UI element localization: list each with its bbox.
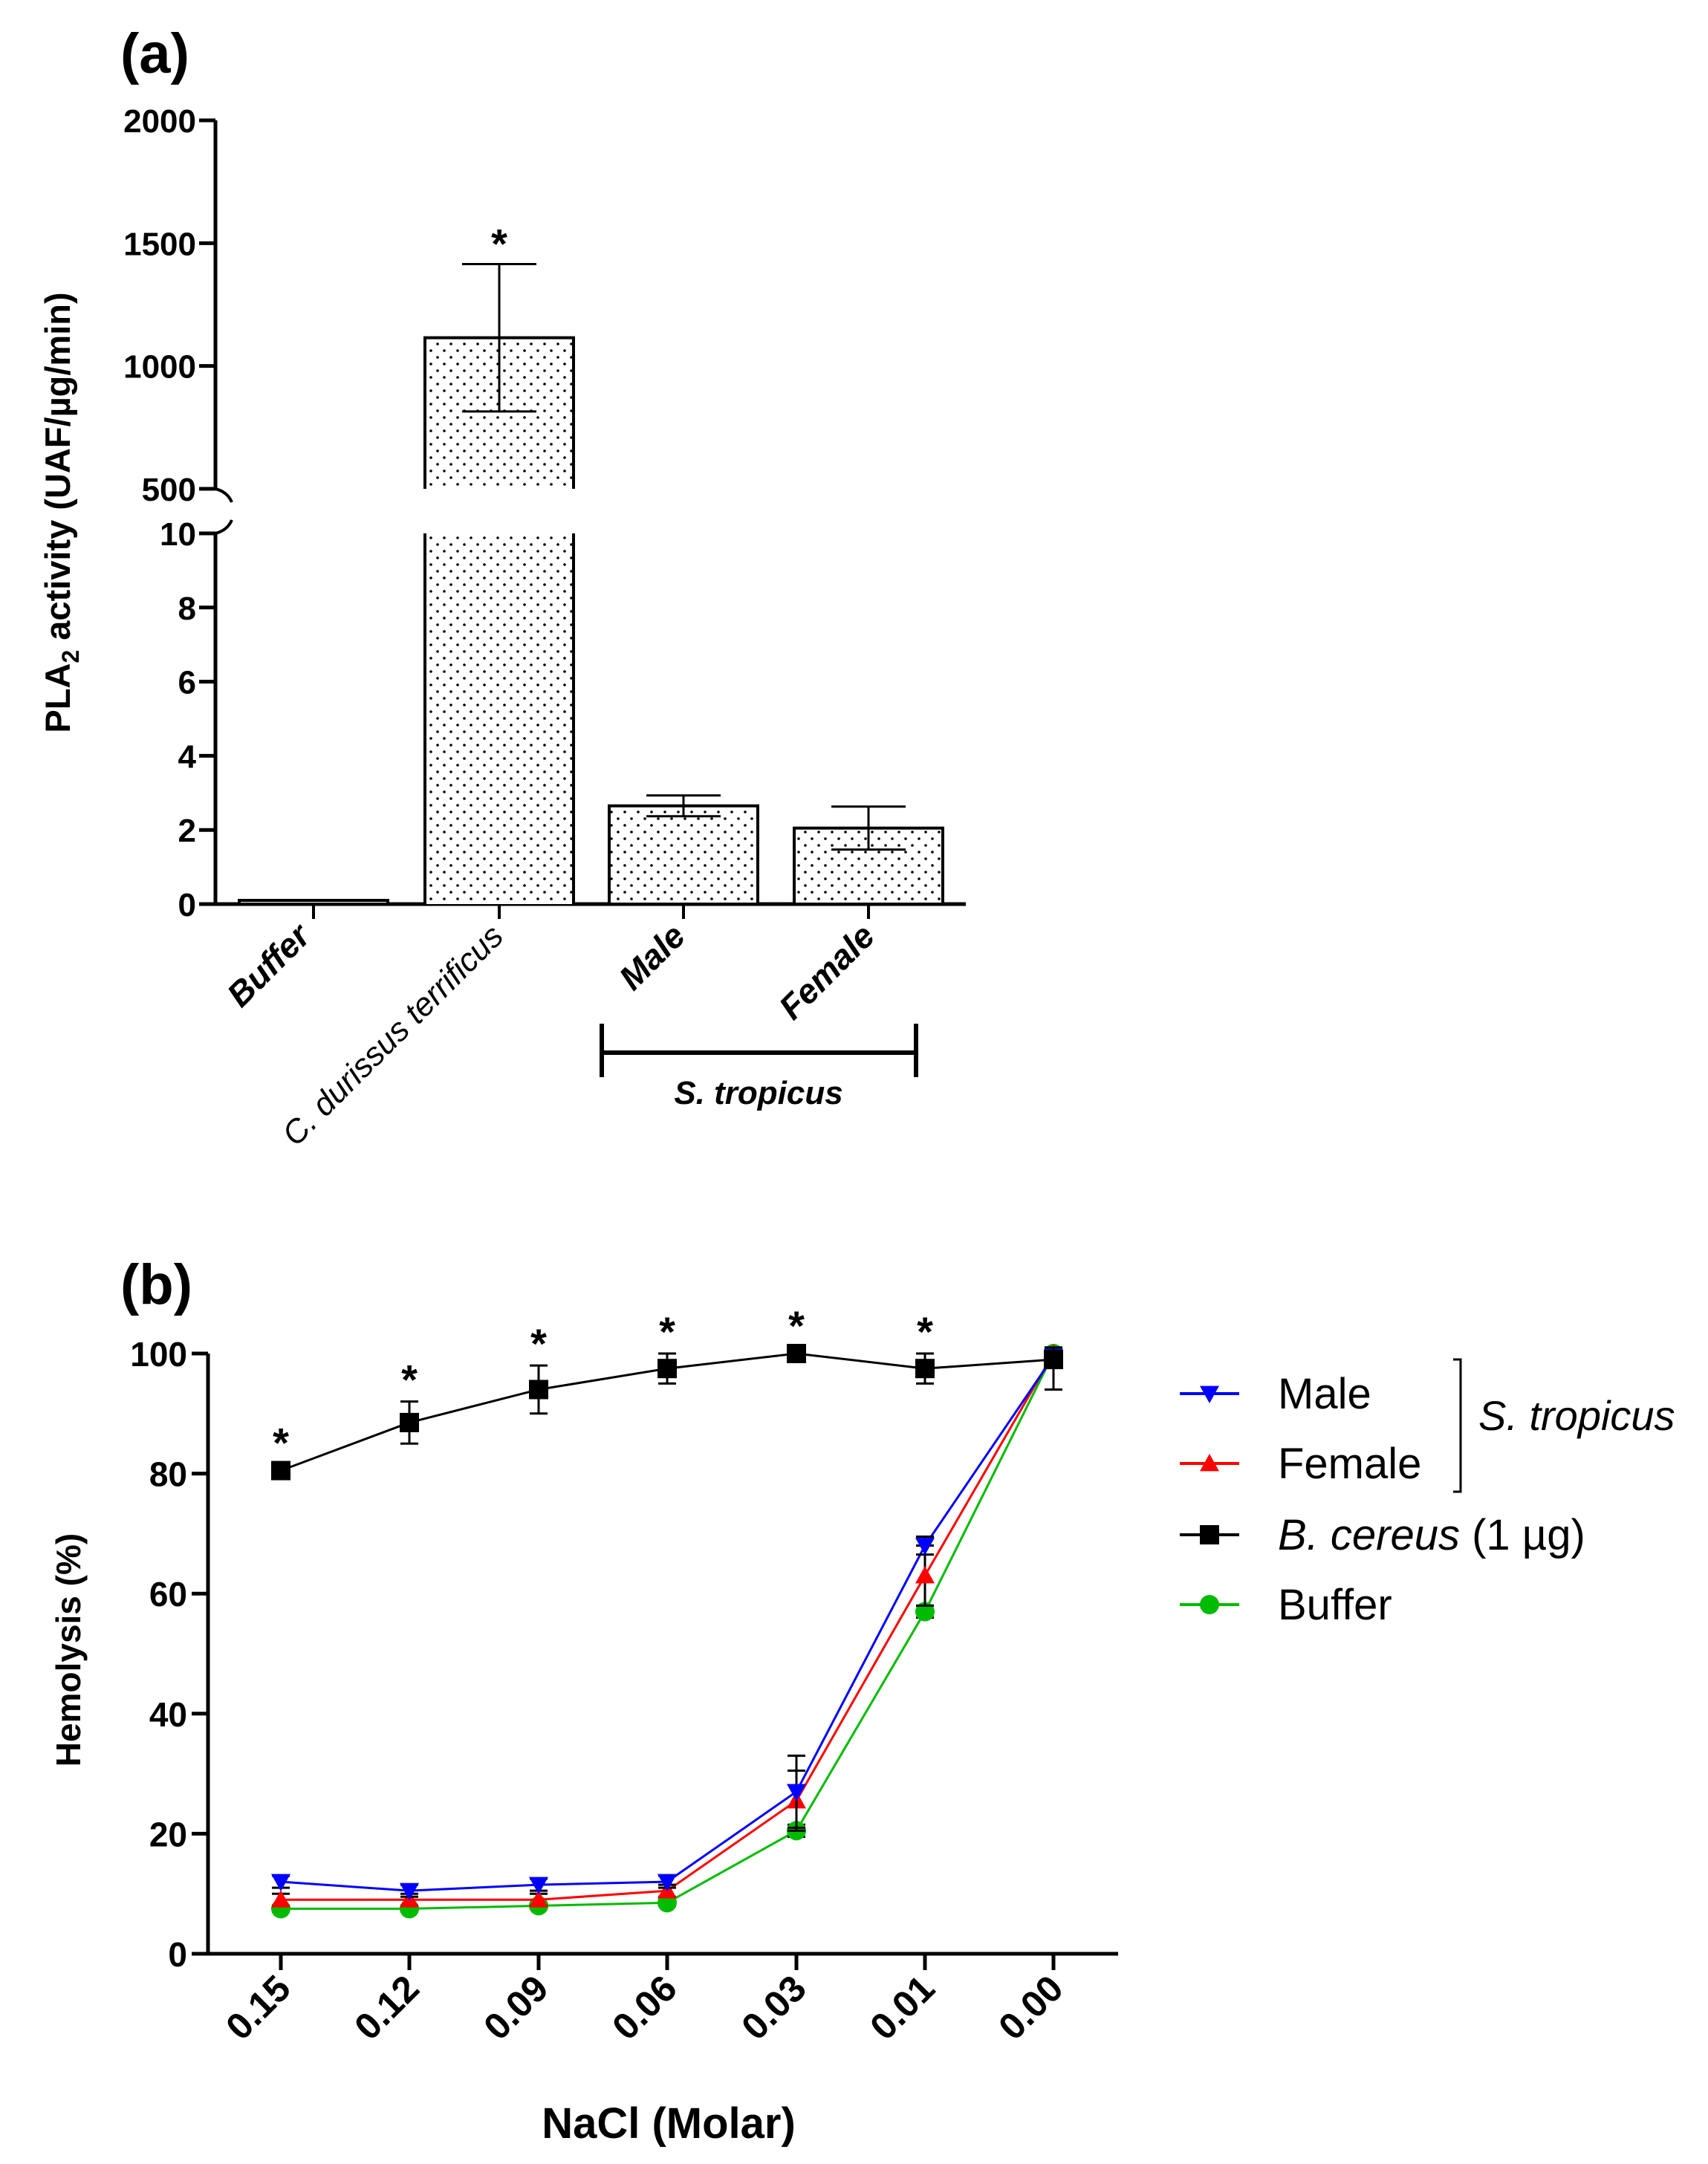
significance-star: *: [491, 220, 507, 267]
legend-label: Buffer: [1278, 1581, 1392, 1629]
x-tick-label: 0.00: [990, 1967, 1071, 2047]
panel-a-label: (a): [120, 22, 189, 85]
y-tick-label: 8: [178, 591, 196, 627]
legend-label-name: Female: [1278, 1440, 1421, 1488]
y-axis-title-subscript: 2: [57, 650, 84, 663]
marker-triangle-down: [271, 1874, 290, 1892]
series-line: [280, 1356, 1055, 1892]
y-tick-label: 0: [178, 887, 196, 923]
y-tick-label: 1500: [123, 226, 196, 262]
significance-star: *: [530, 1320, 547, 1367]
marker-triangle-down: [1200, 1385, 1219, 1403]
group-label: S. tropicus: [674, 1075, 842, 1111]
bar: [608, 804, 759, 906]
significance-marks: * * * * * *: [273, 1302, 933, 1466]
panel-b: (b) Hemolysis (%) NaCl (Molar) 0 20 40 60 80…: [49, 1253, 1675, 2148]
panel-a-y-axis-title: PLA2 activity (UAF/µg/min): [38, 292, 84, 732]
y-tick-label: 20: [149, 1815, 187, 1853]
significance-star: *: [273, 1419, 289, 1466]
panel-a: (a) PLA2 activity (UAF/µg/min) 500100015…: [38, 22, 966, 1153]
upper-y-ticks: 500 1000 1500 2000: [123, 103, 215, 508]
marker-triangle-down: [915, 1538, 935, 1556]
panel-b-label: (b): [120, 1253, 192, 1316]
y-tick-label: 0: [168, 1935, 187, 1974]
bar: [238, 899, 389, 906]
marker-square: [787, 1344, 806, 1363]
significance-star: *: [401, 1356, 418, 1403]
y-tick-label: 2: [178, 813, 196, 849]
marker-square: [529, 1380, 548, 1400]
series-female: [271, 1344, 1063, 1908]
y-tick-label: 6: [178, 665, 196, 701]
y-axis-title-main: PLA: [38, 663, 77, 733]
y-tick-label: 1000: [123, 349, 196, 386]
x-category-label: C. durissus terrificus: [276, 917, 510, 1152]
panel-b-x-axis-title: NaCl (Molar): [542, 2099, 796, 2148]
y-tick-label: 60: [149, 1575, 187, 1614]
marker-triangle-down: [787, 1784, 806, 1801]
y-tick-label: 500: [142, 472, 196, 508]
legend-group-label: S. tropicus: [1478, 1392, 1675, 1439]
marker-square: [1044, 1350, 1063, 1370]
x-tick-label: 0.09: [475, 1967, 556, 2047]
x-category-label: Buffer: [219, 915, 318, 1014]
series-b-cereus: [271, 1344, 1063, 1481]
series-lines: [271, 1344, 1063, 1919]
panel-b-y-axis-title: Hemolysis (%): [49, 1533, 88, 1767]
marker-square: [400, 1412, 419, 1432]
lower-y-ticks: 0 2 4 6 8 10: [160, 516, 215, 923]
legend-label-name: Buffer: [1278, 1581, 1392, 1629]
y-tick-label: 80: [149, 1455, 187, 1494]
x-tick-label: 0.01: [862, 1967, 942, 2047]
x-category-label: Male: [611, 916, 692, 997]
series-line: [281, 1353, 1055, 1910]
marker-triangle-up: [271, 1890, 290, 1908]
bar-lower-segment: [425, 533, 574, 904]
x-tick-label: 0.12: [346, 1967, 426, 2047]
marker-square: [271, 1460, 290, 1481]
bars: *: [238, 220, 944, 919]
marker-triangle-up: [1200, 1454, 1219, 1472]
y-tick-label: 100: [130, 1335, 187, 1374]
legend-label: B. cereus (1 µg): [1278, 1511, 1585, 1559]
marker-circle: [915, 1602, 935, 1622]
legend-label-name: B. cereus: [1278, 1511, 1460, 1559]
x-category-label: Female: [771, 916, 882, 1027]
marker-triangle-down: [400, 1882, 419, 1901]
group-bracket: [600, 1024, 918, 1077]
y-tick-label: 2000: [123, 103, 196, 140]
marker-triangle-up: [529, 1890, 548, 1908]
significance-star: *: [788, 1302, 805, 1349]
marker-circle: [1200, 1595, 1219, 1614]
y-tick-label: 10: [160, 516, 196, 553]
y-axis-title-rest: activity (UAF/µg/min): [38, 292, 77, 649]
y-tick-label: 4: [178, 738, 197, 775]
marker-square: [657, 1359, 677, 1379]
x-ticks: 0.15 0.12 0.09 0.06 0.03 0.01 0.00: [218, 1954, 1071, 2048]
series-line: [281, 1353, 1055, 1901]
x-tick-label: 0.03: [733, 1967, 814, 2047]
marker-square: [1200, 1525, 1219, 1544]
legend-label: Female: [1278, 1440, 1421, 1488]
legend: Male Female B. cereus (1 µg) Buffer: [1180, 1370, 1585, 1629]
x-tick-label: 0.15: [218, 1967, 298, 2047]
legend-label-suffix: (1 µg): [1460, 1511, 1585, 1559]
legend-group-bracket: [1453, 1358, 1462, 1493]
series-male: [271, 1348, 1063, 1901]
marker-square: [915, 1359, 935, 1379]
significance-star: *: [659, 1308, 675, 1355]
marker-triangle-down: [529, 1877, 548, 1895]
marker-triangle-down: [657, 1874, 677, 1892]
significance-star: *: [917, 1308, 933, 1355]
x-tick-label: 0.06: [604, 1967, 684, 2047]
axis-break-marks: [215, 487, 233, 535]
legend-label-name: Male: [1278, 1370, 1371, 1418]
legend-label: Male: [1278, 1370, 1371, 1418]
marker-triangle-up: [915, 1565, 935, 1584]
y-ticks: 0 20 40 60 80 100: [130, 1335, 208, 1974]
y-tick-label: 40: [149, 1695, 187, 1734]
